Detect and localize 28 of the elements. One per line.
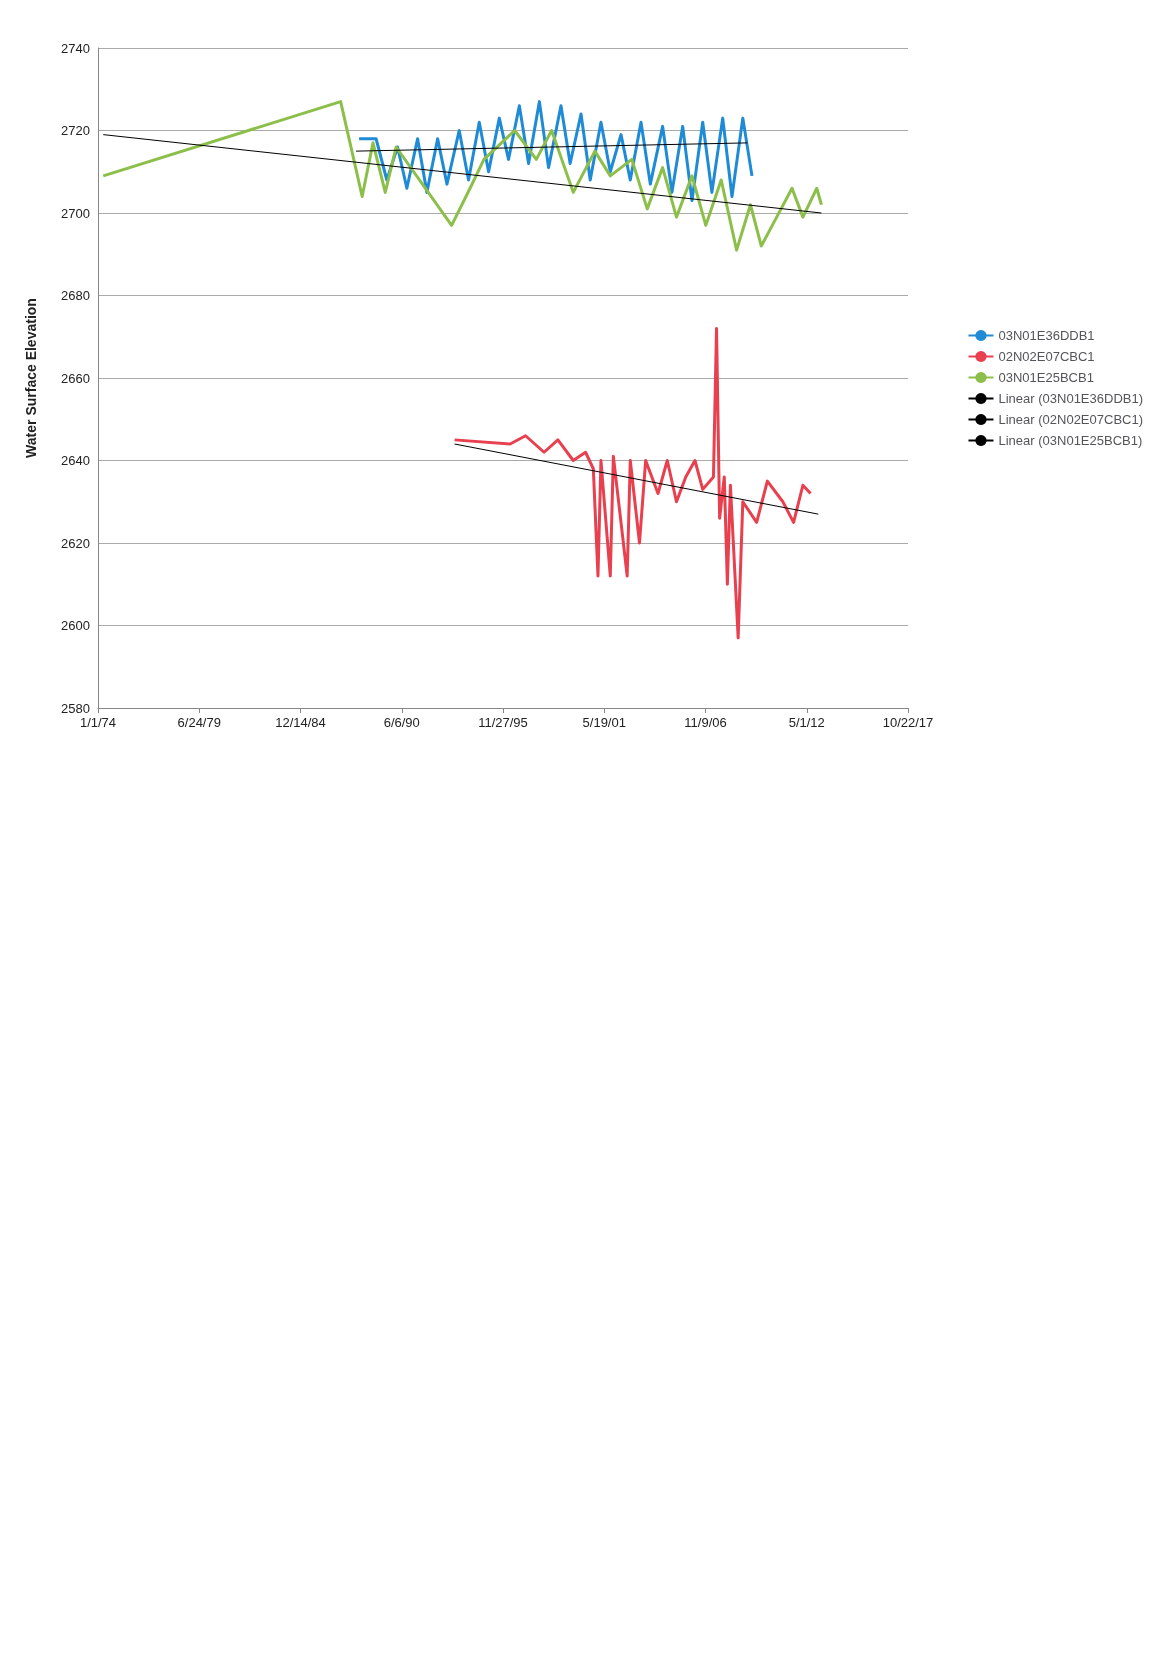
x-tick-label: 12/14/84 xyxy=(275,715,326,730)
legend-label: Linear (02N02E07CBC1) xyxy=(998,412,1144,427)
y-tick-label: 2620 xyxy=(61,535,90,551)
y-axis-title: Water Surface Elevation xyxy=(23,298,39,458)
x-tick-label: 10/22/17 xyxy=(882,715,934,730)
legend-label: Linear (03N01E25BCB1) xyxy=(998,433,1143,448)
x-tick-label: 6/6/90 xyxy=(383,715,420,730)
x-tick-label: 6/24/79 xyxy=(177,715,221,730)
x-tick-label: 1/1/74 xyxy=(79,715,117,730)
legend-label: Linear (03N01E36DDB1) xyxy=(998,391,1144,406)
y-tick-label: 2700 xyxy=(61,205,90,221)
y-tick-label: 2580 xyxy=(61,700,90,716)
line-series xyxy=(357,100,754,203)
line-series xyxy=(101,100,823,252)
x-tick-label: 5/1/12 xyxy=(788,715,825,730)
legend-label: 02N02E07CBC1 xyxy=(998,349,1095,364)
legend-label: 03N01E25BCB1 xyxy=(998,370,1094,385)
x-tick-label: 5/19/01 xyxy=(582,715,626,730)
x-tick-label: 11/27/95 xyxy=(478,715,528,730)
y-tick-label: 2720 xyxy=(61,123,90,138)
y-tick-label: 2660 xyxy=(61,370,90,386)
y-tick-label: 2600 xyxy=(61,618,90,633)
y-tick-label: 2740 xyxy=(61,40,90,56)
x-tick-label: 11/9/06 xyxy=(684,715,727,730)
line-series xyxy=(453,327,813,640)
y-tick-label: 2640 xyxy=(61,453,90,468)
legend-label: 03N01E36DDB1 xyxy=(998,328,1095,343)
y-tick-label: 2680 xyxy=(61,288,90,303)
